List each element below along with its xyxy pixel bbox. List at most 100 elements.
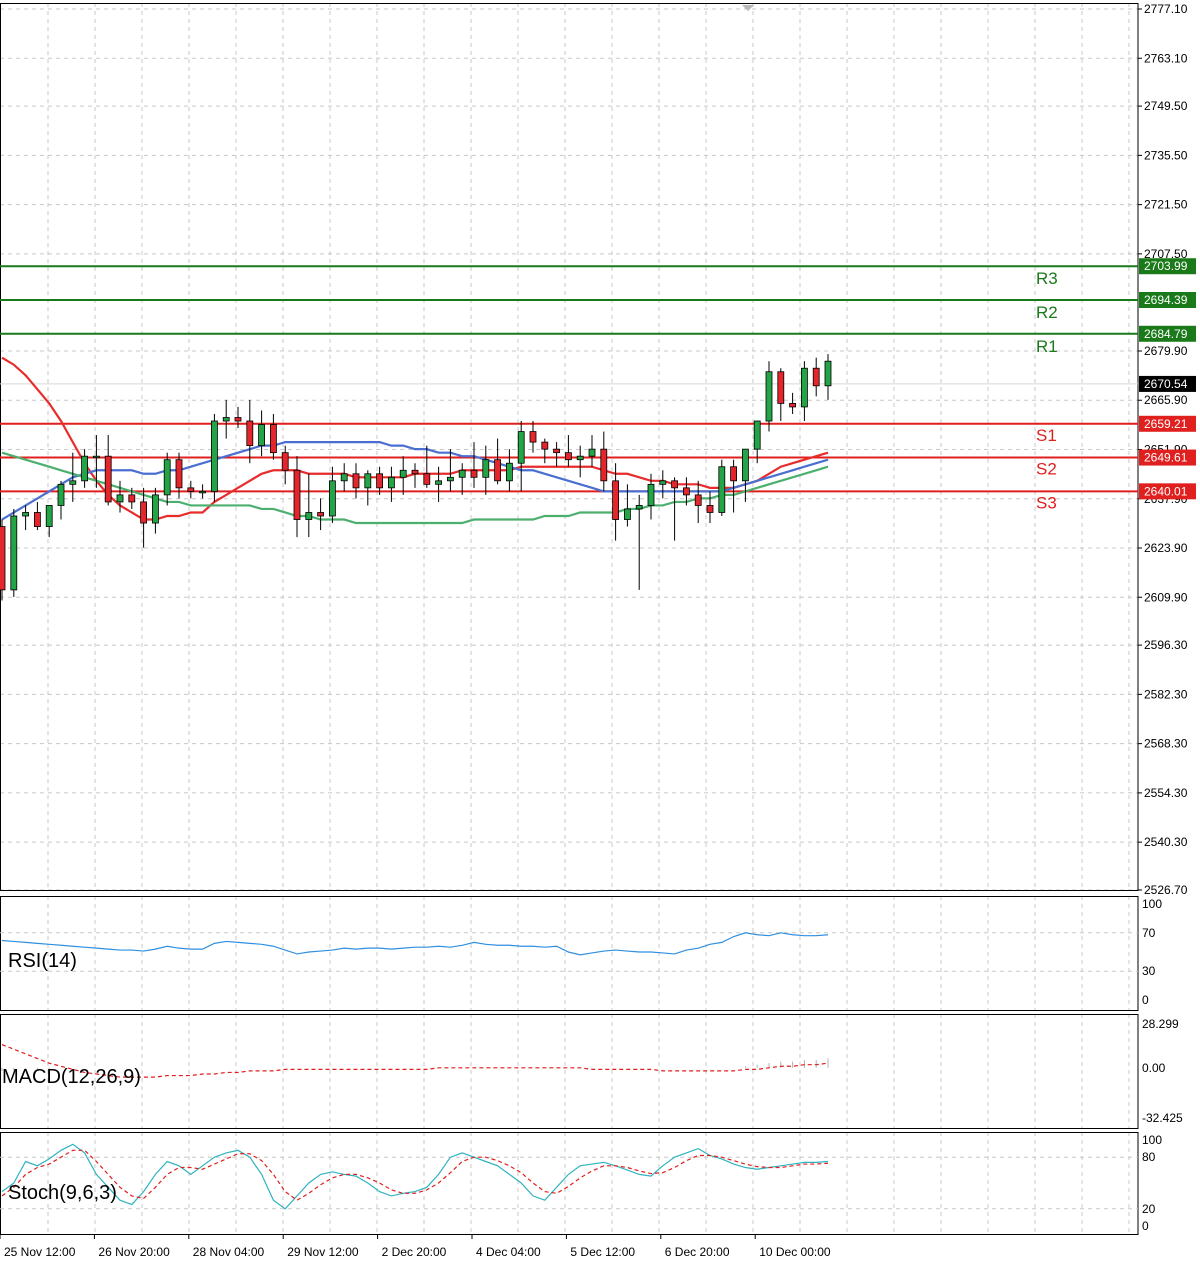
price-tick-label: 2707.50: [1144, 247, 1188, 261]
candle-body: [753, 420, 761, 450]
level-price-tag-r3: [1139, 258, 1196, 275]
candle-body: [34, 512, 41, 527]
stoch-signal-line: [1, 1149, 829, 1201]
candle-body: [529, 431, 537, 443]
level-price-label-r1: 2684.79: [1144, 327, 1188, 341]
macd-tick-label: 28.299: [1142, 1017, 1179, 1031]
level-name-r3: R3: [1036, 269, 1058, 288]
candle-body: [600, 448, 608, 482]
candle-body: [458, 469, 466, 478]
price-tick-label: 2777.10: [1144, 2, 1188, 16]
candle-body: [423, 473, 431, 485]
candle-body: [269, 424, 277, 454]
candle-body: [22, 512, 30, 517]
candle-body: [659, 480, 667, 485]
moving-average-line-2: [1, 441, 829, 521]
price-tick-label: 2763.10: [1144, 51, 1188, 65]
candle-body: [671, 480, 678, 489]
moving-average-line-3: [1, 451, 829, 525]
time-tick-label: 6 Dec 20:00: [665, 1245, 730, 1259]
candle-body: [328, 480, 336, 517]
time-tick-label: 5 Dec 12:00: [570, 1245, 635, 1259]
candle-body: [635, 505, 643, 510]
rsi-pane-border: [0, 896, 1139, 1011]
level-price-label-r2: 2694.39: [1144, 293, 1188, 307]
main-pane-border: [0, 3, 1139, 891]
rsi-label: RSI(14): [8, 950, 77, 972]
stoch-main-line: [1, 1143, 829, 1210]
level-name-s2: S2: [1036, 460, 1057, 479]
price-tick-label: 2554.30: [1144, 786, 1188, 800]
candle-body: [0, 526, 6, 591]
current-price-tag: [1139, 375, 1196, 392]
candle-body: [812, 367, 820, 387]
candle-body: [694, 494, 702, 506]
candle-body: [140, 501, 148, 524]
level-name-r1: R1: [1036, 337, 1058, 356]
candle-body: [210, 420, 218, 492]
price-tick-label: 2623.90: [1144, 541, 1188, 555]
time-tick-label: 25 Nov 12:00: [4, 1245, 76, 1259]
level-price-label-r3: 2703.99: [1144, 259, 1188, 273]
stoch-pane-border: [0, 1132, 1139, 1235]
candle-body: [482, 459, 490, 478]
rsi-tick-label: 30: [1142, 964, 1156, 978]
candle-body: [706, 505, 714, 513]
time-tick-label: 29 Nov 12:00: [287, 1245, 359, 1259]
candle-body: [364, 473, 372, 489]
price-tick-label: 2582.30: [1144, 687, 1188, 701]
level-price-label-s1: 2659.21: [1144, 417, 1188, 431]
candle-body: [45, 505, 53, 527]
candle-body: [317, 512, 325, 517]
price-tick-label: 2721.50: [1144, 198, 1188, 212]
candle-body: [57, 483, 65, 506]
candle-body: [624, 508, 631, 520]
candle-body: [765, 371, 773, 422]
candle-body: [340, 473, 348, 482]
macd-tick-label: -32.425: [1142, 1111, 1183, 1125]
stoch-tick-label: 20: [1142, 1202, 1156, 1216]
stoch-tick-label: 80: [1142, 1150, 1156, 1164]
level-name-r2: R2: [1036, 303, 1058, 322]
candle-body: [494, 459, 502, 482]
level-price-label-s2: 2649.61: [1144, 451, 1188, 465]
level-price-tag-r2: [1139, 292, 1196, 309]
candle-body: [730, 466, 737, 482]
candle-body: [234, 417, 242, 422]
level-name-s1: S1: [1036, 426, 1057, 445]
candle-body: [517, 431, 525, 464]
candle-body: [718, 466, 726, 513]
candle-body: [576, 455, 584, 461]
price-tick-label: 2679.90: [1144, 344, 1188, 358]
candle-body: [588, 448, 596, 457]
candle-body: [742, 448, 749, 482]
candle-body: [376, 473, 384, 489]
level-price-label-s3: 2640.01: [1144, 484, 1188, 498]
price-tick-label: 2540.30: [1144, 835, 1188, 849]
candle-body: [258, 424, 266, 447]
candle-body: [116, 494, 124, 503]
current-price-label: 2670.54: [1144, 377, 1188, 391]
candle-body: [128, 494, 136, 503]
candle-body: [801, 367, 808, 408]
level-price-tag-s3: [1139, 483, 1196, 500]
time-tick-label: 26 Nov 20:00: [98, 1245, 170, 1259]
macd-pane-border: [0, 1014, 1139, 1129]
stoch-tick-label: 0: [1142, 1219, 1149, 1233]
candle-body: [387, 476, 395, 489]
candle-body: [305, 512, 313, 520]
stoch-tick-label: 100: [1142, 1133, 1162, 1147]
candle-body: [69, 480, 77, 485]
candle-body: [446, 476, 454, 482]
candle-body: [505, 462, 513, 482]
price-tick-label: 2749.50: [1144, 99, 1188, 113]
candle-body: [399, 469, 407, 478]
candle-body: [777, 371, 785, 404]
level-price-tag-s2: [1139, 449, 1196, 466]
rsi-line: [1, 932, 829, 956]
candle-body: [163, 459, 171, 496]
candle-body: [647, 483, 655, 506]
